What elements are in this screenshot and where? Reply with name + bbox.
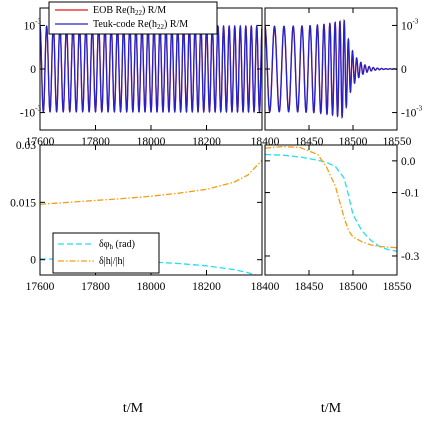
- plot-area: [40, 24, 262, 114]
- legend-label-eob: EOB Re(h22) R/M: [93, 5, 166, 17]
- x-axis-label-left: t/M: [123, 401, 144, 416]
- x-tick-label: 18450: [295, 281, 324, 293]
- y-tick-label: 0.03: [16, 140, 36, 152]
- legend-label-dphi: δφh (rad): [99, 239, 135, 251]
- x-tick-label: 18200: [192, 281, 221, 293]
- x-tick-label: 17800: [81, 281, 110, 293]
- panel-errors-inspiral: 17600 17800 18000 18200 0 0.015 0.03: [10, 140, 263, 293]
- legend-errors: δφh (rad) δ|h|/|h|: [52, 232, 160, 274]
- y-tick-label: 10-3: [401, 17, 419, 32]
- legend-waveform: EOB Re(h22) R/M Teuk-code Re(h22) R/M: [48, 1, 218, 35]
- x-axis-label-right: t/M: [321, 401, 342, 416]
- x-tick-label: 18550: [383, 281, 412, 293]
- y-tick-label: -10-3: [401, 105, 423, 120]
- legend-label-damp: δ|h|/|h|: [99, 256, 125, 267]
- plot-area: [265, 18, 397, 120]
- series-dphi-3: [265, 153, 397, 252]
- series-teuk-inspiral: [40, 24, 262, 114]
- y-tick-label: 0.0: [401, 156, 416, 168]
- y-tick-base: -10: [20, 108, 36, 120]
- y-tick-base: 10: [24, 20, 36, 32]
- y-tick-label: 10-3: [24, 17, 42, 32]
- axes-frame: [264, 144, 398, 276]
- x-tick-label: 17600: [26, 281, 55, 293]
- series-teuk-merger: [265, 20, 397, 120]
- x-tick-label: 18000: [137, 281, 166, 293]
- y-tick-label: 0.015: [10, 197, 36, 209]
- plot-area: [265, 145, 397, 252]
- y-tick-label: -0.3: [401, 251, 419, 263]
- legend-errors-box: [52, 232, 160, 274]
- x-tick-label: 18400: [251, 281, 280, 293]
- y-tick-exponent: -3: [416, 105, 422, 113]
- y-tick-label: 0: [30, 255, 36, 267]
- y-tick-label: -0.1: [401, 188, 419, 200]
- y-tick-label: -10-3: [20, 105, 42, 120]
- panel-errors-merger: 18400 18450 18500 18550 0.0 -0.1 -0.3: [251, 144, 419, 293]
- series-damp-2: [40, 159, 262, 205]
- legend-label-teuk: Teuk-code Re(h22) R/M: [93, 19, 188, 31]
- y-tick-label: 0: [30, 64, 36, 76]
- legend-waveform-box: [48, 1, 218, 35]
- y-tick-exponent: -3: [35, 17, 41, 25]
- y-tick-base: -10: [401, 108, 417, 120]
- y-tick-exponent: -3: [35, 105, 41, 113]
- series-damp-3: [265, 145, 397, 249]
- x-tick-label: 18500: [339, 281, 368, 293]
- y-tick-exponent: -3: [413, 17, 419, 25]
- y-tick-label: 0: [401, 64, 407, 76]
- y-tick-base: 10: [401, 20, 413, 32]
